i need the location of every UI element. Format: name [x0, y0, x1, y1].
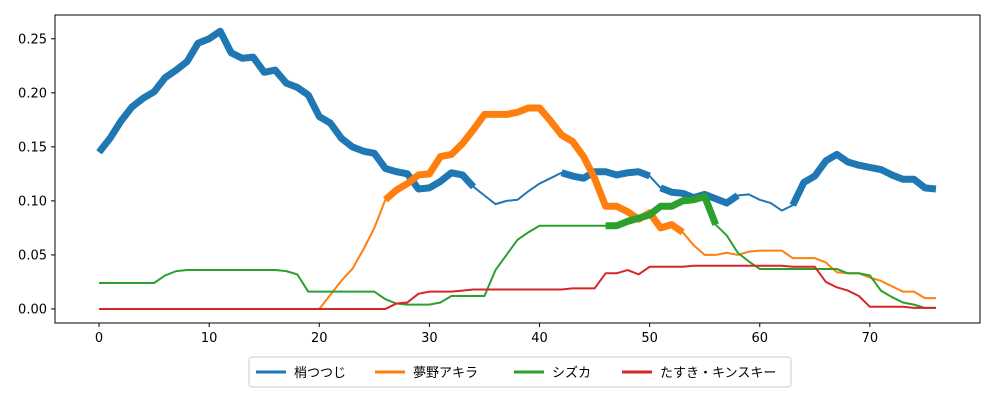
series-1 — [99, 104, 936, 310]
series-line — [99, 195, 936, 309]
series-line — [98, 30, 937, 212]
y-tick-label: 0.00 — [18, 302, 47, 317]
y-tick-label: 0.15 — [18, 140, 47, 155]
legend-label: 梢つつじ — [294, 366, 346, 381]
legend-label: 夢野アキラ — [413, 366, 478, 381]
legend: 梢つつじ 夢野アキラ シズカ たすき・キンスキー — [248, 356, 792, 388]
series-0 — [96, 27, 937, 212]
series-line — [99, 264, 936, 310]
y-tick-label: 0.10 — [18, 194, 47, 209]
legend-label: シズカ — [552, 365, 591, 381]
series-2 — [99, 193, 936, 309]
x-tick-label: 10 — [201, 331, 218, 346]
series-layer — [96, 27, 937, 310]
series-highlight-segment — [383, 104, 685, 236]
series-3 — [99, 264, 936, 310]
x-tick-label: 40 — [531, 331, 548, 346]
series-highlight-segment — [605, 193, 719, 230]
plot-frame — [54, 14, 981, 324]
series-highlight-segment — [560, 168, 651, 182]
x-tick-label: 60 — [751, 331, 768, 346]
y-tick-label: 0.05 — [18, 248, 47, 263]
series-line — [99, 106, 936, 310]
x-tick-label: 50 — [641, 331, 658, 346]
y-tick-label: 0.20 — [18, 86, 47, 101]
legend-label: たすき・キンスキー — [660, 366, 776, 381]
x-tick-label: 70 — [862, 331, 879, 346]
y-tick-label: 0.25 — [18, 32, 47, 47]
axis-layer: 0 10 20 30 40 50 60 70 0.00 0.05 0.10 0.15 0.20 0.25 — [18, 32, 878, 346]
x-tick-label: 30 — [421, 331, 438, 346]
series-highlight-segment — [96, 27, 477, 193]
x-tick-label: 20 — [311, 331, 328, 346]
series-highlight-segment — [789, 150, 937, 207]
x-tick-label: 0 — [95, 331, 103, 346]
